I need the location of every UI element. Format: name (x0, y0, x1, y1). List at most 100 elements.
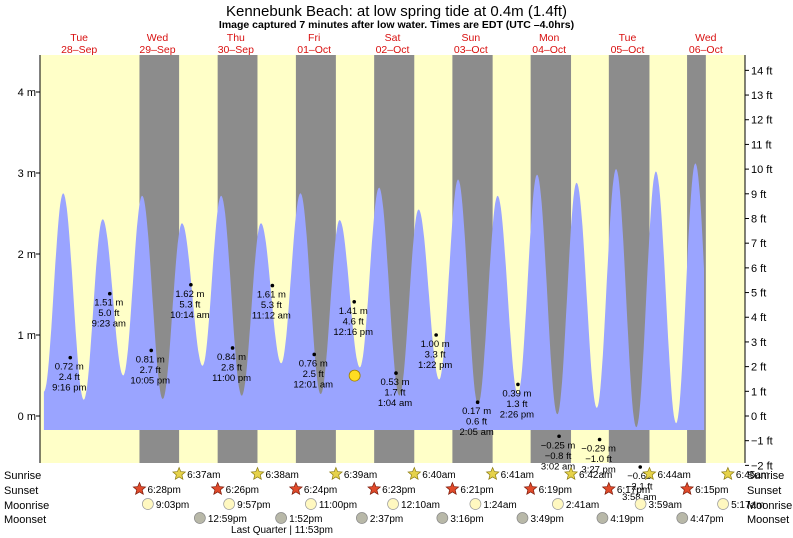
day-date-label: 29–Sep (139, 44, 175, 56)
tide-point (312, 352, 317, 357)
tide-label-text: −2.1 ft (626, 482, 653, 493)
row-name-left: Sunrise (4, 470, 41, 482)
day-date-label: 03–Oct (454, 44, 488, 56)
moonset-time: 12:59pm (208, 514, 247, 525)
sunrise-icon (720, 466, 735, 481)
tide-area (43, 163, 705, 430)
tide-label-text: 2.5 ft (303, 369, 324, 380)
tide-label-text: 5.0 ft (98, 308, 119, 319)
day-date-label: 02–Oct (376, 44, 410, 56)
sunrise-time: 6:45am (736, 470, 769, 481)
day-name-label: Tue (70, 32, 88, 44)
tide-point (475, 400, 480, 405)
right-tick-label: 11 ft (751, 139, 772, 151)
tide-point (638, 465, 643, 469)
tide-label-text: 1.61 m (257, 290, 286, 301)
tide-point (352, 299, 357, 304)
row-name-right: Sunrise (747, 470, 784, 482)
sunset-time: 6:15pm (695, 485, 728, 496)
moonset-icon (676, 512, 689, 524)
right-tick-label: 5 ft (751, 288, 766, 300)
day-name-label: Fri (308, 32, 320, 44)
right-tick-label: 9 ft (751, 189, 766, 201)
tide-label-text: 3:02 am (541, 461, 575, 472)
sunset-icon (523, 481, 538, 496)
tide-label-text: 0.17 m (462, 406, 491, 417)
tide-label-text: 0.84 m (217, 352, 246, 363)
sunrise-icon (250, 466, 265, 481)
day-headers: Tue28–SepWed29–SepThu30–SepFri01–OctSat0… (61, 32, 723, 56)
sunrise-time: 6:41am (501, 470, 534, 481)
moonrise-time: 2:41am (566, 500, 599, 511)
tide-label-text: 1:22 pm (418, 360, 452, 371)
sunrise-time: 6:39am (344, 470, 377, 481)
right-tick-label: 3 ft (751, 337, 766, 349)
moon-phase-note: Last Quarter | 11:53pm (231, 525, 333, 536)
tide-point (434, 333, 438, 337)
tide-labels: 0.72 m2.4 ft9:16 pm 1.51 m5.0 ft9:23 am 0.… (52, 282, 656, 503)
row-name-left: Moonrise (4, 500, 49, 512)
tide-label-text: 2.7 ft (140, 365, 161, 376)
right-tick-label: 7 ft (751, 238, 766, 250)
sunrise-time: 6:44am (657, 470, 690, 481)
right-tick-label: 14 ft (751, 65, 772, 77)
day-name-label: Wed (695, 32, 717, 44)
moonset-icon (275, 512, 287, 524)
sunset-time: 6:24pm (304, 485, 337, 496)
tide-point (189, 282, 193, 287)
chart-title: Kennebunk Beach: at low spring tide at 0… (226, 3, 567, 20)
tide-label-text: 5.3 ft (179, 299, 200, 310)
moonrise-icon (223, 498, 235, 510)
right-tick-label: 13 ft (751, 90, 772, 102)
tide-label-text: 0.6 ft (466, 417, 487, 428)
tide-point (107, 291, 112, 296)
row-name-right: Sunset (747, 485, 781, 497)
right-tick-label: 1 ft (751, 386, 766, 398)
right-tick-label: 4 ft (751, 312, 766, 324)
sunrise-time: 6:38am (265, 470, 298, 481)
tide-point (68, 355, 73, 360)
sunrise-time: 6:37am (187, 470, 220, 481)
tide-label-text: 1.00 m (421, 339, 450, 350)
tide-label-text: 11:00 pm (212, 373, 251, 384)
current-tide-marker (348, 369, 361, 382)
moonrise-time: 1:24am (483, 500, 516, 511)
sunset-icon (601, 481, 616, 496)
tide-point (230, 346, 235, 350)
tide-label-text: 0.39 m (502, 388, 531, 399)
left-tick-label: 2 m (18, 249, 36, 261)
tide-label-text: 11:12 am (252, 311, 291, 322)
left-tick-label: 0 m (18, 411, 36, 423)
row-name-right: Moonset (747, 514, 789, 526)
tide-label-text: 9:23 am (92, 319, 126, 330)
day-name-label: Sat (385, 32, 401, 44)
tide-label-text: 12:01 am (293, 379, 333, 390)
moonrise-time: 3:59am (649, 500, 682, 511)
moonrise-icon (634, 498, 647, 510)
sunrise-icon (485, 466, 500, 481)
sunset-icon (288, 481, 303, 496)
moonset-time: 1:52pm (289, 514, 322, 525)
left-tick-label: 3 m (18, 168, 36, 180)
tide-label-text: 1:04 am (378, 398, 412, 409)
tide-label-text: 0.76 m (299, 358, 328, 369)
moonset-time: 3:49pm (530, 514, 563, 525)
tide-label-text: −1.0 ft (585, 454, 612, 465)
tide-label-text: 1.51 m (94, 298, 123, 309)
moonset-icon (596, 512, 609, 524)
moonset-time: 2:37pm (370, 514, 403, 525)
tide-label-text: 10:05 pm (130, 375, 170, 386)
tide-label-text: 9:16 pm (52, 383, 86, 394)
day-name-label: Wed (147, 32, 169, 44)
sunset-time: 6:17pm (617, 485, 650, 496)
day-name-label: Sun (461, 32, 480, 44)
sunset-time: 6:28pm (147, 485, 180, 496)
sunset-icon (367, 481, 382, 496)
day-date-label: 01–Oct (297, 44, 331, 56)
day-name-label: Mon (539, 32, 560, 44)
tide-label-text: 1.3 ft (506, 399, 527, 410)
sunset-icon (132, 481, 147, 496)
tide-label-text: 0.53 m (380, 377, 409, 388)
moonrise-icon (142, 498, 154, 510)
tide-label-text: 1.41 m (339, 306, 368, 317)
